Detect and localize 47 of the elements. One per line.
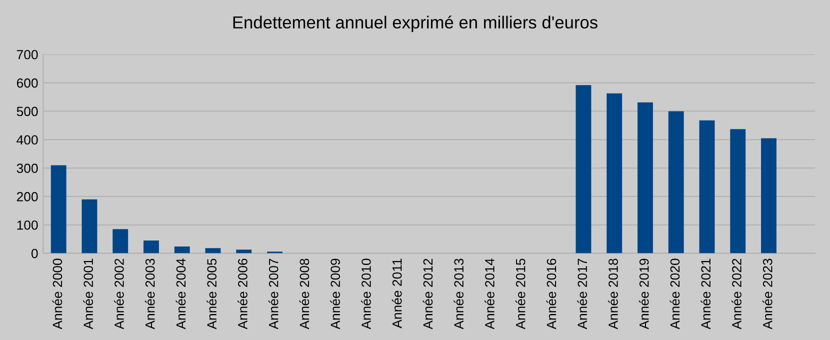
bar bbox=[50, 165, 66, 254]
bar bbox=[205, 248, 221, 254]
x-tick-label: Année 2023 bbox=[762, 258, 772, 330]
bar bbox=[668, 111, 684, 254]
x-tick-label: Année 2014 bbox=[484, 258, 494, 330]
x-tick-label: Année 2005 bbox=[206, 258, 217, 330]
y-tick-label: 0 bbox=[31, 248, 38, 258]
x-tick-label: Année 2021 bbox=[700, 258, 711, 330]
x-tick-label: Année 2004 bbox=[176, 258, 186, 330]
x-tick-label: Année 2001 bbox=[83, 258, 94, 330]
bar bbox=[144, 240, 159, 254]
bar bbox=[576, 85, 592, 254]
y-tick-label: 400 bbox=[16, 135, 38, 145]
y-tick-label: 500 bbox=[16, 106, 38, 116]
chart-title: Endettement annuel exprimé en milliers d'euros bbox=[233, 16, 598, 32]
bar bbox=[606, 93, 622, 254]
bar bbox=[112, 229, 128, 254]
y-tick-label: 100 bbox=[17, 220, 38, 230]
x-tick-label: Année 2020 bbox=[670, 258, 680, 330]
x-tick-label: Année 2006 bbox=[238, 258, 248, 330]
x-tick-label: Année 2008 bbox=[299, 258, 310, 330]
bar bbox=[638, 102, 653, 254]
x-tick-label: Année 2000 bbox=[52, 258, 62, 330]
x-tick-label: Année 2010 bbox=[361, 258, 371, 330]
x-tick-label: Année 2003 bbox=[144, 258, 155, 330]
y-tick-label: 700 bbox=[16, 50, 38, 60]
x-tick-label: Année 2002 bbox=[114, 258, 124, 330]
bar bbox=[174, 246, 190, 254]
bar bbox=[236, 250, 252, 254]
x-tick-label: Année 2022 bbox=[732, 258, 742, 330]
x-tick-label: Année 2012 bbox=[422, 258, 433, 330]
bar bbox=[730, 129, 746, 254]
x-tick-label: Année 2015 bbox=[515, 258, 526, 330]
x-tick-label: Année 2017 bbox=[577, 258, 588, 330]
bar bbox=[699, 120, 715, 254]
x-tick-label: Année 2011 bbox=[392, 258, 402, 328]
y-tick-label: 600 bbox=[16, 78, 38, 88]
y-tick-label: 300 bbox=[16, 164, 38, 173]
x-tick-label: Année 2009 bbox=[330, 258, 340, 330]
x-tick-label: Année 2019 bbox=[638, 258, 649, 330]
x-tick-label: Année 2018 bbox=[608, 258, 618, 330]
bar bbox=[82, 199, 98, 254]
x-tick-label: Année 2016 bbox=[546, 258, 556, 330]
bar bbox=[761, 138, 776, 254]
x-tick-label: Année 2007 bbox=[268, 258, 278, 330]
x-tick-label: Année 2013 bbox=[454, 258, 464, 330]
y-tick-label: 200 bbox=[16, 192, 38, 202]
